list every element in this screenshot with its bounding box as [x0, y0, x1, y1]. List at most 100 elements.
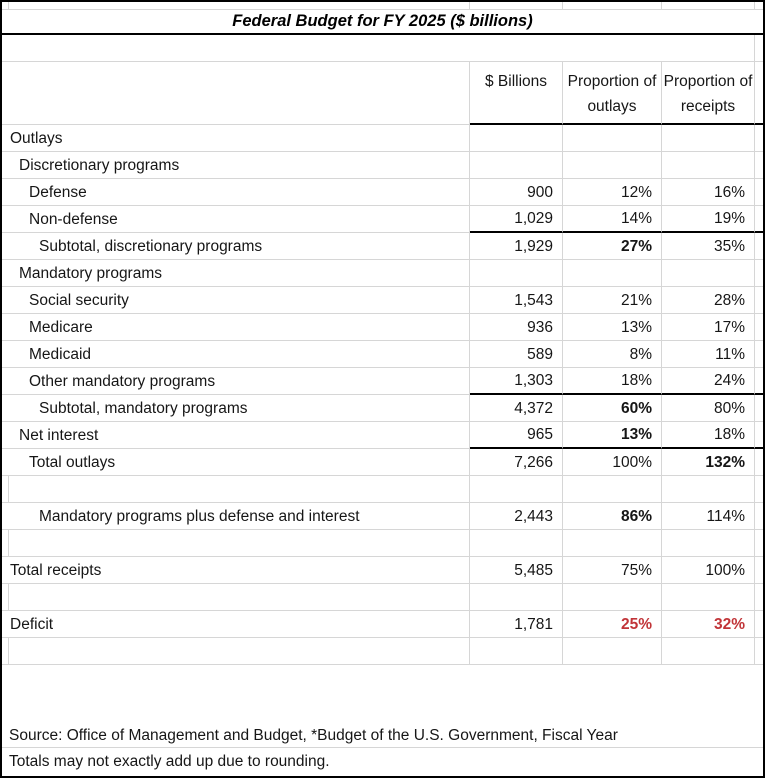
table-row: Defense 900 12% 16%	[2, 179, 763, 206]
grid-cell	[755, 503, 763, 530]
source-text: Source: Office of Management and Budget,…	[2, 665, 763, 748]
value-cell: 1,929	[470, 233, 563, 260]
value-cell: 132%	[662, 449, 755, 476]
table-row: Subtotal, mandatory programs 4,372 60% 80%	[2, 395, 763, 422]
value-cell	[470, 125, 563, 152]
row-label: Other mandatory programs	[2, 368, 470, 395]
value-cell: 32%	[662, 611, 755, 638]
row-label: Subtotal, discretionary programs	[2, 233, 470, 260]
row-label	[9, 530, 470, 557]
grid-cell	[2, 530, 9, 557]
row-label: Non-defense	[2, 206, 470, 233]
value-cell: 5,485	[470, 557, 563, 584]
value-cell: 86%	[563, 503, 662, 530]
table-row	[2, 638, 763, 665]
value-cell	[470, 260, 563, 287]
source-line: Source: Office of Management and Budget,…	[9, 727, 618, 744]
value-cell: 21%	[563, 287, 662, 314]
table-row	[2, 584, 763, 611]
value-cell	[470, 638, 563, 665]
table-row: Medicare 936 13% 17%	[2, 314, 763, 341]
column-header-billions: $ Billions	[470, 62, 563, 125]
value-cell: 7,266	[470, 449, 563, 476]
value-cell: 100%	[662, 557, 755, 584]
value-cell: 12%	[563, 179, 662, 206]
value-cell	[563, 530, 662, 557]
value-cell: 14%	[563, 206, 662, 233]
value-cell: 80%	[662, 395, 755, 422]
spacer-row-top	[2, 2, 763, 10]
value-cell: 900	[470, 179, 563, 206]
grid-cell	[2, 638, 9, 665]
value-cell: 100%	[563, 449, 662, 476]
value-cell	[662, 476, 755, 503]
value-cell	[563, 125, 662, 152]
table-row: Mandatory programs plus defense and inte…	[2, 503, 763, 530]
value-cell: 60%	[563, 395, 662, 422]
grid-cell	[755, 179, 763, 206]
table-row	[2, 530, 763, 557]
table-row: Mandatory programs	[2, 260, 763, 287]
value-cell: 589	[470, 341, 563, 368]
table-row: Outlays	[2, 125, 763, 152]
value-cell: 19%	[662, 206, 755, 233]
value-cell: 1,029	[470, 206, 563, 233]
row-label	[9, 584, 470, 611]
value-cell	[563, 584, 662, 611]
value-cell	[563, 260, 662, 287]
value-cell: 11%	[662, 341, 755, 368]
grid-cell	[755, 35, 763, 62]
table-row: Other mandatory programs 1,303 18% 24%	[2, 368, 763, 395]
source-row: Source: Office of Management and Budget,…	[2, 665, 763, 748]
grid-cell	[755, 314, 763, 341]
grid-cell	[755, 611, 763, 638]
row-label: Medicaid	[2, 341, 470, 368]
grid-cell	[755, 530, 763, 557]
note-row: Totals may not exactly add up due to rou…	[2, 748, 763, 776]
table-row: Deficit 1,781 25% 32%	[2, 611, 763, 638]
grid-cell	[755, 422, 763, 449]
value-cell	[662, 530, 755, 557]
value-cell: 965	[470, 422, 563, 449]
grid-cell	[755, 449, 763, 476]
grid-cell	[755, 233, 763, 260]
grid-cell	[662, 2, 755, 10]
grid-cell	[2, 35, 755, 62]
row-label	[9, 476, 470, 503]
grid-cell	[755, 206, 763, 233]
row-label: Mandatory programs plus defense and inte…	[2, 503, 470, 530]
value-cell: 2,443	[470, 503, 563, 530]
value-cell: 27%	[563, 233, 662, 260]
value-cell: 114%	[662, 503, 755, 530]
row-label	[9, 638, 470, 665]
row-label: Social security	[2, 287, 470, 314]
header-cell-blank	[2, 62, 470, 125]
grid-cell	[755, 62, 763, 125]
value-cell: 17%	[662, 314, 755, 341]
table-row: Net interest 965 13% 18%	[2, 422, 763, 449]
grid-cell	[755, 557, 763, 584]
value-cell	[563, 476, 662, 503]
value-cell	[470, 584, 563, 611]
grid-cell	[755, 476, 763, 503]
grid-cell	[755, 260, 763, 287]
spacer-row	[2, 35, 763, 62]
value-cell: 35%	[662, 233, 755, 260]
grid-cell	[563, 2, 662, 10]
value-cell: 28%	[662, 287, 755, 314]
row-label: Defense	[2, 179, 470, 206]
value-cell	[662, 638, 755, 665]
grid-cell	[755, 152, 763, 179]
row-label: Total outlays	[2, 449, 470, 476]
grid-cell	[755, 341, 763, 368]
value-cell	[662, 125, 755, 152]
row-label: Subtotal, mandatory programs	[2, 395, 470, 422]
row-label: Deficit	[2, 611, 470, 638]
value-cell	[563, 638, 662, 665]
grid-cell	[755, 638, 763, 665]
page-title: Federal Budget for FY 2025 ($ billions)	[2, 10, 763, 35]
value-cell	[662, 584, 755, 611]
grid-cell	[755, 287, 763, 314]
column-header-proportion-outlays: Proportion of outlays	[563, 62, 662, 125]
